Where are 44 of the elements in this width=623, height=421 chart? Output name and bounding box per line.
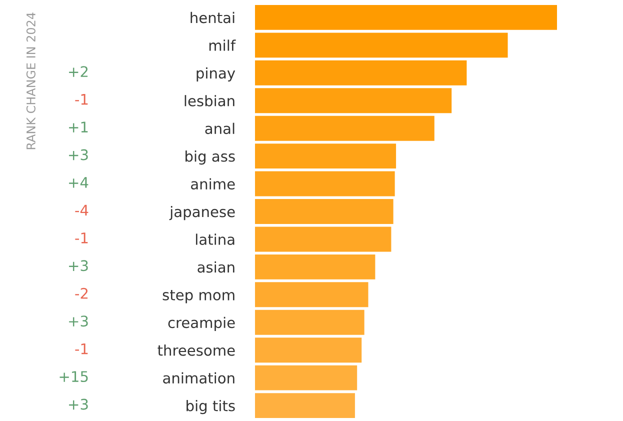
y-tick-label: hentai [190,12,234,24]
y-tick-label: asian [198,261,234,273]
text: -1 [75,232,88,244]
y-tick-label: threesome [158,344,235,356]
y-tick-label: latina [196,234,234,245]
bar [255,116,434,141]
text: +3 [69,260,88,272]
text: +3 [69,316,88,327]
bar [255,310,364,335]
bar [255,338,362,363]
bar [255,171,395,196]
bar [255,226,392,252]
text: +3 [69,398,88,410]
bar [255,254,376,280]
text: +2 [69,66,88,77]
text: +1 [69,122,88,132]
text: +15 [60,371,88,382]
text: +4 [69,177,88,188]
bar [255,199,394,224]
bar [255,32,508,58]
text: RANK CHANGE IN 2024 [26,12,36,150]
bar [255,88,452,114]
y-tick-label: milf [209,40,236,51]
bar [255,393,355,418]
y-tick-label: anime [191,178,235,190]
y-tick-label: step mom [162,290,234,304]
bar [255,282,368,308]
text: -4 [75,204,88,216]
y-tick-label: big ass [186,150,235,165]
bar [255,4,557,30]
bar [255,365,358,390]
bar [255,60,467,86]
text: -2 [75,288,88,299]
text: -1 [75,94,88,105]
y-tick-label: animation [163,372,234,384]
y-tick-label: creampie [168,316,235,331]
y-tick-label: japanese [169,206,235,220]
bar [255,144,396,169]
y-tick-label: big tits [186,400,235,414]
text: -1 [75,343,88,354]
text: +3 [69,149,88,160]
y-tick-label: lesbian [184,95,234,106]
y-tick-label: anal [205,122,234,134]
y-tick-label: pinay [196,67,236,82]
